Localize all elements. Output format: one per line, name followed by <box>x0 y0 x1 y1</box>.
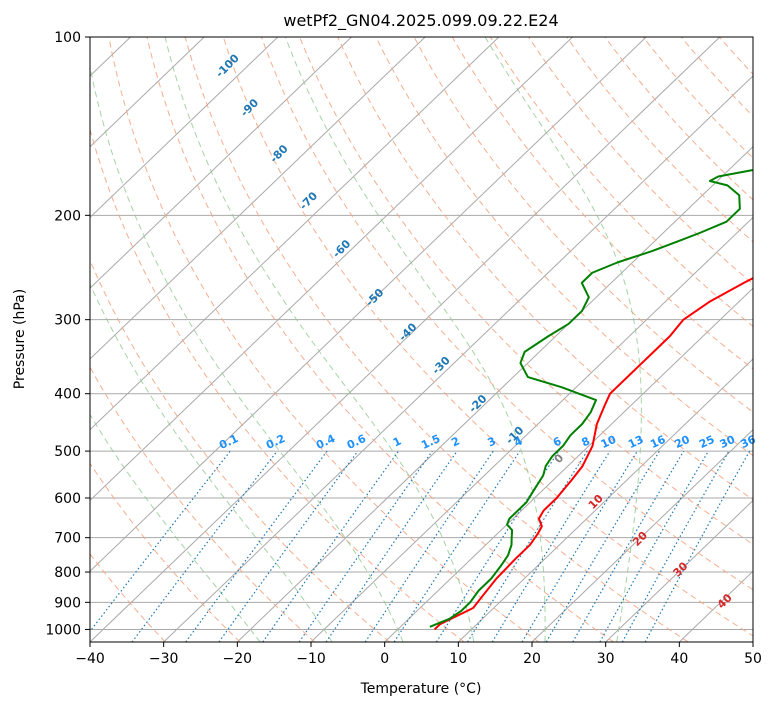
x-tick-label: 50 <box>744 651 762 667</box>
x-tick-label: −40 <box>75 651 105 667</box>
plot-frame <box>89 36 754 643</box>
isotherm-line <box>90 37 279 219</box>
mixing-ratio-line <box>466 450 588 642</box>
y-tick-label: 1000 <box>45 622 81 638</box>
x-tick-label: −10 <box>296 651 326 667</box>
mixing-ratio-line <box>545 450 660 642</box>
y-tick-label: 800 <box>54 565 81 581</box>
dry-adiabat-line <box>299 37 753 545</box>
mixing-ratio-line <box>218 450 359 642</box>
isotherm-line <box>531 429 753 642</box>
y-axis-title: Pressure (hPa) <box>12 289 28 389</box>
dry-adiabat-line <box>451 37 753 370</box>
mixing-ratio-line <box>572 450 685 642</box>
isotherm-line <box>90 37 500 431</box>
dry-adiabat-line <box>261 37 753 591</box>
dry-adiabat-line <box>566 37 753 243</box>
dry-adiabat-line <box>375 37 753 457</box>
plot-area <box>90 37 753 642</box>
mixing-ratio-line <box>491 450 611 642</box>
profile-lines <box>429 169 753 631</box>
x-tick-label: 10 <box>449 651 467 667</box>
y-tick-label: 700 <box>54 531 81 547</box>
isotherm-line <box>90 37 205 148</box>
profile-series-line <box>429 169 753 628</box>
x-axis-ticks: −40 −30 −20 −10 0 10 20 30 40 50 <box>75 642 762 667</box>
y-axis-ticks: 100 200 300 400 500 600 700 800 900 1000 <box>45 30 90 638</box>
moist-adiabat-line <box>90 413 261 642</box>
dry-adiabat-line <box>413 37 753 413</box>
x-tick-label: −20 <box>223 651 253 667</box>
chart-title: wetPf2_GN04.2025.099.09.22.E24 <box>283 11 558 31</box>
x-tick-label: 40 <box>670 651 688 667</box>
mixing-ratio-label: 13 <box>626 433 645 451</box>
y-tick-label: 900 <box>54 595 81 611</box>
x-tick-label: 20 <box>523 651 541 667</box>
isotherm-line <box>384 287 753 642</box>
y-tick-label: 400 <box>54 387 81 403</box>
dry-adiabat-line <box>108 37 540 642</box>
moist-adiabat-line <box>90 283 333 642</box>
mixing-ratio-label: 30 <box>718 433 738 451</box>
dry-adiabat-line <box>90 366 316 642</box>
y-tick-label: 200 <box>54 208 81 224</box>
dry-adiabat-line <box>184 37 689 642</box>
x-tick-label: 0 <box>380 651 389 667</box>
dry-adiabat-line <box>90 259 390 642</box>
isotherm-line <box>457 358 753 642</box>
x-tick-label: 30 <box>597 651 615 667</box>
isotherm-line <box>605 499 753 642</box>
mixing-ratio-line <box>621 450 730 642</box>
y-tick-label: 300 <box>54 313 81 329</box>
y-tick-label: 500 <box>54 444 81 460</box>
mixing-ratio-line <box>262 450 400 642</box>
dry-adiabat-line <box>146 37 614 642</box>
isotherm-line <box>90 37 426 360</box>
isotherm-line <box>236 145 753 642</box>
x-axis-title: Temperature (°C) <box>360 681 482 697</box>
mixing-ratio-line <box>644 450 751 642</box>
mixing-ratio-label: 25 <box>697 433 716 451</box>
mixing-ratio-line <box>90 450 231 633</box>
moist-adiabat-line <box>164 37 475 642</box>
y-tick-label: 600 <box>54 491 81 507</box>
mixing-ratio-line <box>521 450 638 642</box>
isotherm-line <box>163 75 753 642</box>
moist-adiabat-line <box>90 63 404 642</box>
isotherm-line <box>310 216 753 642</box>
background-lines <box>90 37 753 642</box>
isotherm-line <box>90 37 721 642</box>
isotherm-line <box>90 37 647 572</box>
mixing-ratio-line <box>325 450 458 642</box>
mixing-ratio-label: 20 <box>673 433 693 451</box>
mixing-ratio-label: 10 <box>599 433 619 451</box>
mixing-ratio-line <box>599 450 709 642</box>
mixing-ratio-label: 16 <box>648 433 668 451</box>
y-tick-label: 100 <box>54 30 81 46</box>
profile-series-line <box>433 276 753 631</box>
x-tick-label: −30 <box>149 651 179 667</box>
moist-adiabat-line <box>284 37 546 642</box>
isotherm-line <box>90 37 352 289</box>
isotherm-line <box>90 37 573 502</box>
